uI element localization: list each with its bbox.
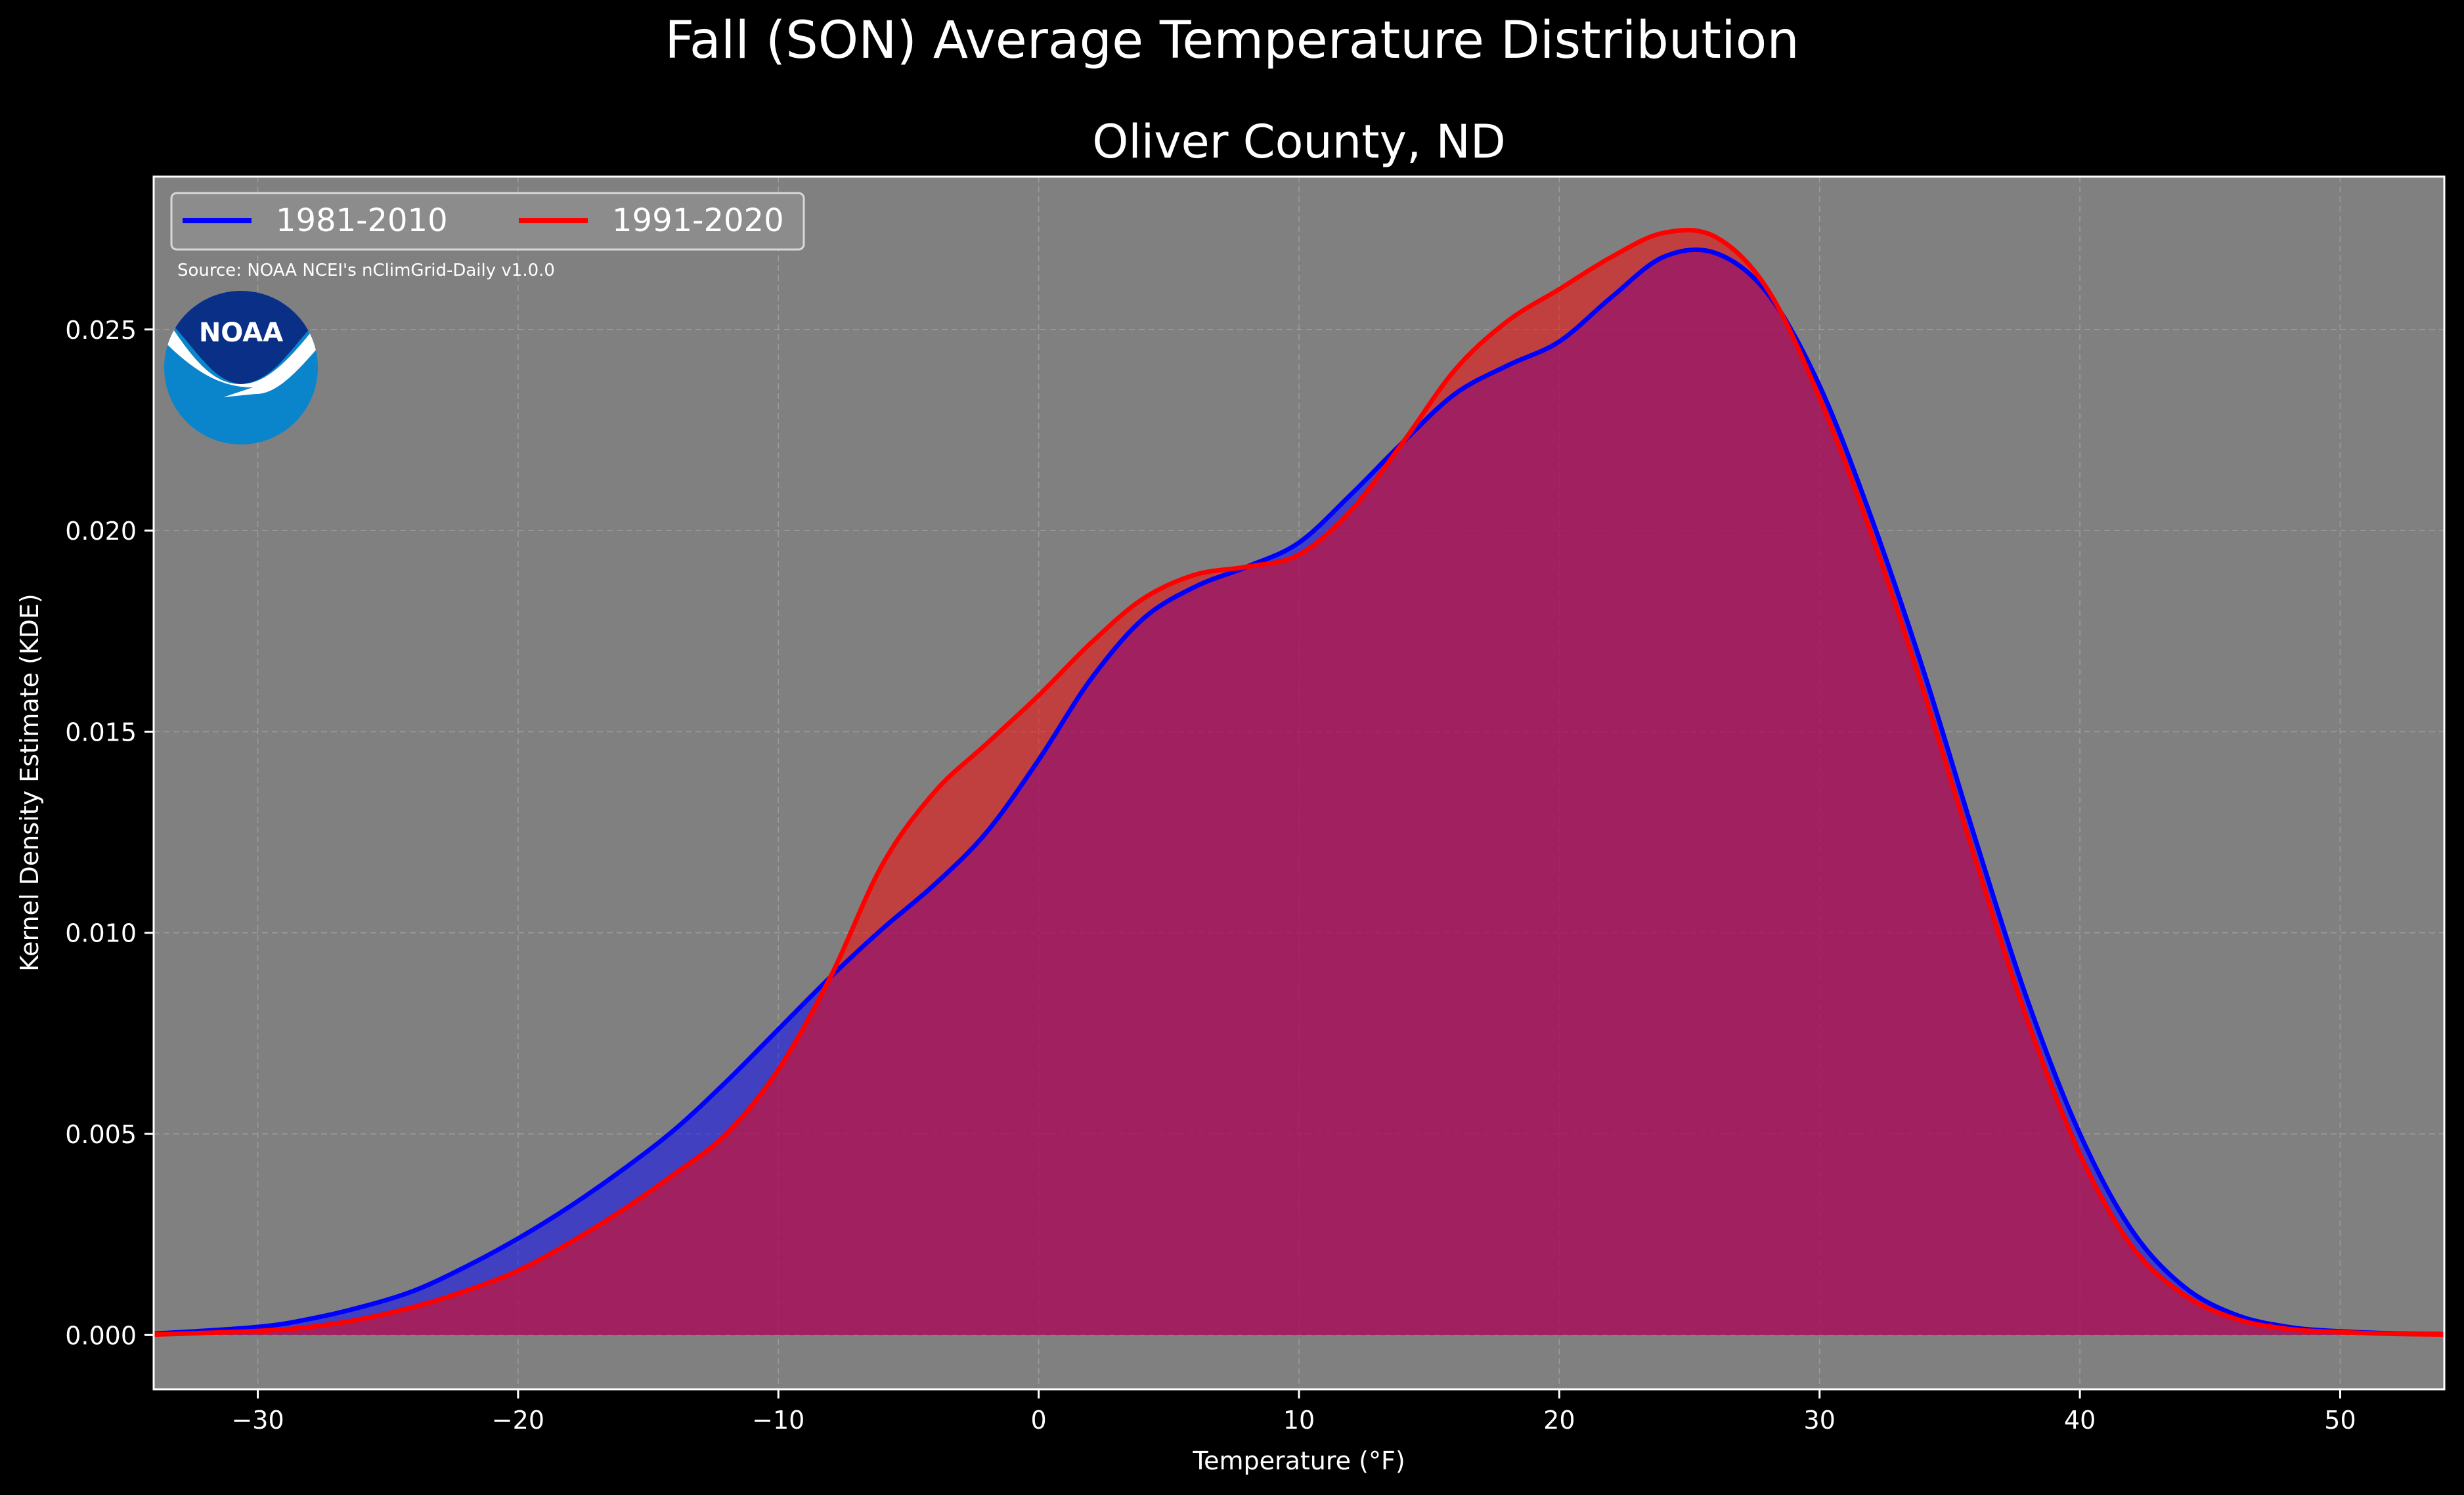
x-tick-label: 50 [2324, 1406, 2356, 1435]
y-tick-label: 0.010 [65, 919, 137, 948]
x-tick-label: 40 [2064, 1406, 2096, 1435]
x-tick-label: 0 [1031, 1406, 1047, 1435]
x-axis-ticks: −30 −20 −10 0 10 20 30 40 50 [231, 1389, 2356, 1435]
source-note: Source: NOAA NCEI's nClimGrid-Daily v1.0… [177, 261, 555, 280]
area-1991-2020 [154, 230, 2444, 1335]
y-axis-ticks: 0.000 0.005 0.010 0.015 0.020 0.025 [65, 316, 154, 1350]
x-tick-label: 20 [1543, 1406, 1575, 1435]
x-tick-label: −10 [752, 1406, 804, 1435]
x-tick-label: 30 [1804, 1406, 1836, 1435]
line-1981-2010 [153, 247, 2445, 1337]
y-axis-label: Kernel Density Estimate (KDE) [15, 594, 44, 972]
x-axis-label: Temperature (°F) [1192, 1446, 1405, 1475]
y-tick-label: 0.020 [65, 517, 137, 546]
legend-box [170, 192, 805, 251]
x-tick-label: 10 [1283, 1406, 1315, 1435]
noaa-logo-text: NOAA [199, 318, 283, 348]
y-tick-label: 0.015 [65, 718, 137, 747]
series-lines [153, 228, 2445, 1337]
chart-suptitle: Fall (SON) Average Temperature Distribut… [665, 11, 1799, 70]
line-1991-2020 [153, 228, 2445, 1337]
chart-title: Oliver County, ND [1092, 115, 1506, 169]
y-tick-label: 0.025 [65, 316, 137, 345]
legend: 1981-2010 1991-2020 [170, 192, 805, 251]
y-tick-label: 0.000 [65, 1321, 137, 1350]
x-tick-label: −30 [231, 1406, 284, 1435]
legend-label-1991-2020: 1991-2020 [612, 202, 784, 239]
y-tick-label: 0.005 [65, 1120, 137, 1149]
legend-label-1981-2010: 1981-2010 [276, 202, 448, 239]
x-tick-label: −20 [492, 1406, 544, 1435]
